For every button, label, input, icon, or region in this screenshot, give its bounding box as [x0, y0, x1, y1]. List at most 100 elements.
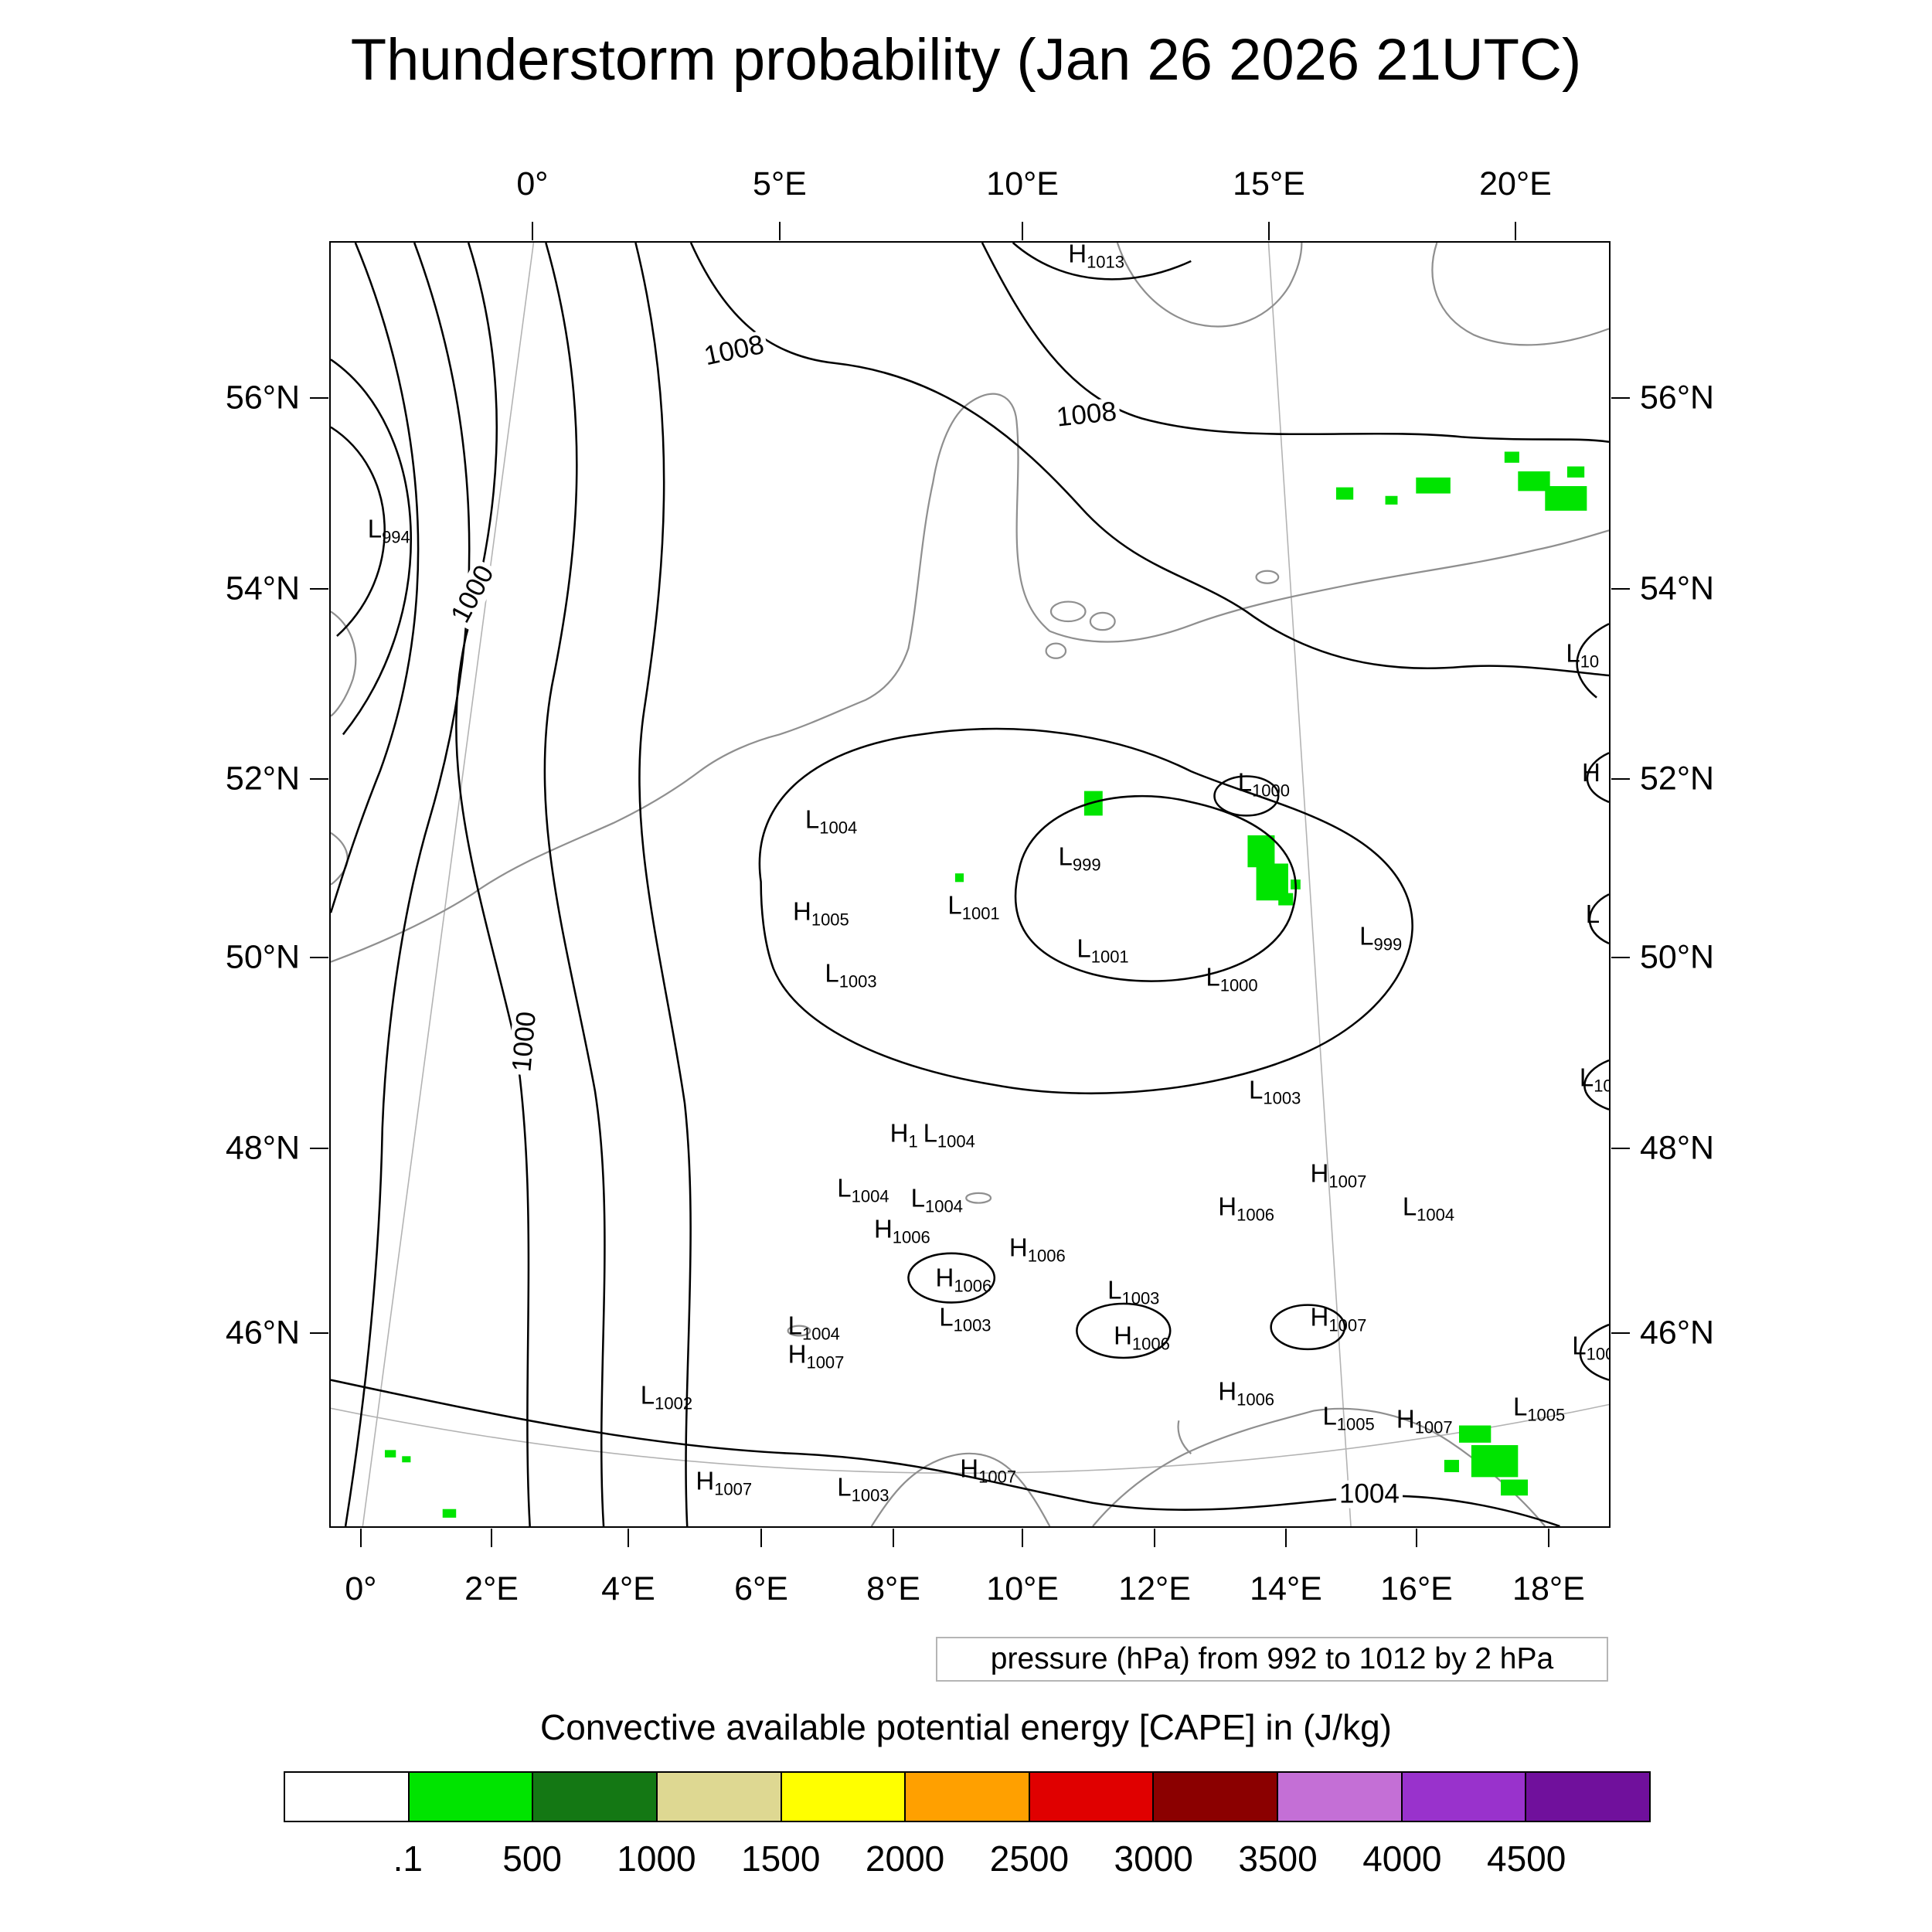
- pressure-center-label: L: [1585, 900, 1600, 929]
- axis-tick-label: 5°E: [753, 165, 807, 202]
- colorbar-tick-label: 4000: [1362, 1838, 1442, 1879]
- pressure-center-label: L1001: [947, 890, 1000, 923]
- pressure-center-label: L1000: [1206, 962, 1258, 995]
- tick-mark: [1267, 222, 1270, 240]
- axis-tick-label: 48°N: [1640, 1129, 1715, 1167]
- tick-mark: [1022, 222, 1024, 240]
- tick-mark: [310, 588, 328, 590]
- tick-mark: [310, 1332, 328, 1334]
- cape-patch: [1416, 477, 1451, 494]
- colorbar-cell: [1278, 1773, 1403, 1821]
- tick-mark: [1611, 1332, 1630, 1334]
- axis-tick-label: 12°E: [1118, 1570, 1191, 1607]
- tick-mark: [359, 1529, 362, 1547]
- colorbar-tick-label: 3000: [1114, 1838, 1193, 1879]
- colorbar-tick-label: 1500: [741, 1838, 821, 1879]
- isobar-label: 1008: [1052, 396, 1121, 433]
- colorbar-tick-label: 2000: [865, 1838, 945, 1879]
- colorbar-cell: [533, 1773, 658, 1821]
- pressure-center-label: L1004: [804, 804, 858, 838]
- pressure-center-label: L10: [1579, 1063, 1609, 1096]
- tick-mark: [1611, 777, 1630, 780]
- coastlines: [331, 243, 1609, 1526]
- pressure-center-label: L1004: [837, 1173, 889, 1206]
- pressure-center-label: L10: [1566, 638, 1600, 672]
- colorbar-cell: [285, 1773, 410, 1821]
- tick-mark: [1611, 1147, 1630, 1149]
- cape-patch: [442, 1509, 457, 1518]
- cape-colorbar: [284, 1771, 1651, 1822]
- axis-tick-label: 16°E: [1380, 1570, 1453, 1607]
- axis-tick-label: 4°E: [601, 1570, 655, 1607]
- tick-mark: [1022, 1529, 1024, 1547]
- pressure-center-label: L1004: [910, 1183, 963, 1216]
- axis-tick-label: 50°N: [1640, 938, 1715, 976]
- pressure-center-label: L1005: [1512, 1392, 1566, 1425]
- pressure-center-label: L1003: [1249, 1075, 1301, 1108]
- pressure-center-label: H1005: [792, 896, 849, 930]
- pressure-center-label: L1003: [837, 1472, 889, 1505]
- pressure-center-label: L1003: [1107, 1275, 1160, 1308]
- axis-tick-label: 56°N: [225, 379, 300, 417]
- pressure-center-label: H1007: [1310, 1302, 1367, 1335]
- pressure-center-label: L1004: [787, 1311, 840, 1344]
- pressure-center-label: H1006: [1009, 1233, 1066, 1266]
- tick-mark: [310, 396, 328, 399]
- pressure-center-label: L1002: [640, 1380, 693, 1413]
- axis-tick-label: 48°N: [225, 1129, 300, 1167]
- colorbar-cell: [657, 1773, 782, 1821]
- axis-tick-label: 2°E: [464, 1570, 519, 1607]
- tick-mark: [1285, 1529, 1287, 1547]
- tick-mark: [1611, 957, 1630, 959]
- cape-patch: [1566, 466, 1585, 478]
- pressure-center-label: H1007: [787, 1339, 845, 1372]
- cape-patch: [1458, 1425, 1492, 1443]
- pressure-center-label: L1003: [825, 958, 877, 992]
- tick-mark: [310, 1147, 328, 1149]
- cape-patch: [1278, 893, 1294, 906]
- cape-patch: [1247, 835, 1275, 868]
- map-labels-layer: H1013 L994 L1000 L1004 L999 L1001 H1005 L1001 L9…: [331, 243, 1609, 1526]
- cape-patch: [1444, 1460, 1459, 1472]
- pressure-center-label: H1: [889, 1118, 918, 1151]
- cape-patch: [1518, 471, 1550, 492]
- colorbar-cell: [781, 1773, 906, 1821]
- colorbar-tick-label: 4500: [1487, 1838, 1566, 1879]
- pressure-center-label: H1007: [696, 1466, 753, 1499]
- pressure-center-label: H1006: [1218, 1376, 1275, 1410]
- cape-patch-layer: [384, 451, 1587, 1518]
- axis-tick-label: 54°N: [225, 570, 300, 607]
- pressure-center-label: L100: [1572, 1331, 1609, 1364]
- cape-patch: [384, 1450, 396, 1458]
- axis-tick-label: 18°E: [1512, 1570, 1585, 1607]
- colorbar-cell: [906, 1773, 1030, 1821]
- axis-tick-label: 8°E: [866, 1570, 920, 1607]
- pressure-center-label: H1007: [1310, 1158, 1367, 1192]
- axis-tick-label: 0°: [516, 165, 549, 202]
- colorbar-tick-label: 500: [502, 1838, 562, 1879]
- cape-patch: [1501, 1479, 1529, 1496]
- cape-patch: [1504, 451, 1519, 463]
- tick-mark: [1611, 588, 1630, 590]
- isobar-label: 1004: [1335, 1479, 1403, 1509]
- cape-colorbar-labels: .1 500 1000 1500 2000 2500 3000 3500 4000 4500: [284, 1838, 1651, 1884]
- pressure-center-label: H1006: [935, 1263, 992, 1296]
- axis-tick-label: 20°E: [1479, 165, 1552, 202]
- tick-mark: [1611, 396, 1630, 399]
- axis-tick-label: 46°N: [1640, 1314, 1715, 1352]
- pressure-center-label: L1005: [1322, 1401, 1375, 1434]
- tick-mark: [1415, 1529, 1417, 1547]
- pressure-center-label: L1004: [923, 1118, 975, 1151]
- pressure-center-label: H1006: [1218, 1192, 1275, 1225]
- pressure-center-label: L1004: [1402, 1192, 1455, 1225]
- tick-mark: [627, 1529, 629, 1547]
- axis-tick-label: 52°N: [225, 760, 300, 798]
- isobar-label: 1000: [445, 558, 502, 631]
- pressure-center-label: H1006: [873, 1214, 930, 1247]
- colorbar-cell: [409, 1773, 534, 1821]
- cape-patch: [954, 873, 964, 883]
- pressure-center-label: L1000: [1237, 767, 1291, 801]
- map-area: H1013 L994 L1000 L1004 L999 L1001 H1005 L1001 L9…: [226, 165, 1714, 1607]
- tick-mark: [778, 222, 781, 240]
